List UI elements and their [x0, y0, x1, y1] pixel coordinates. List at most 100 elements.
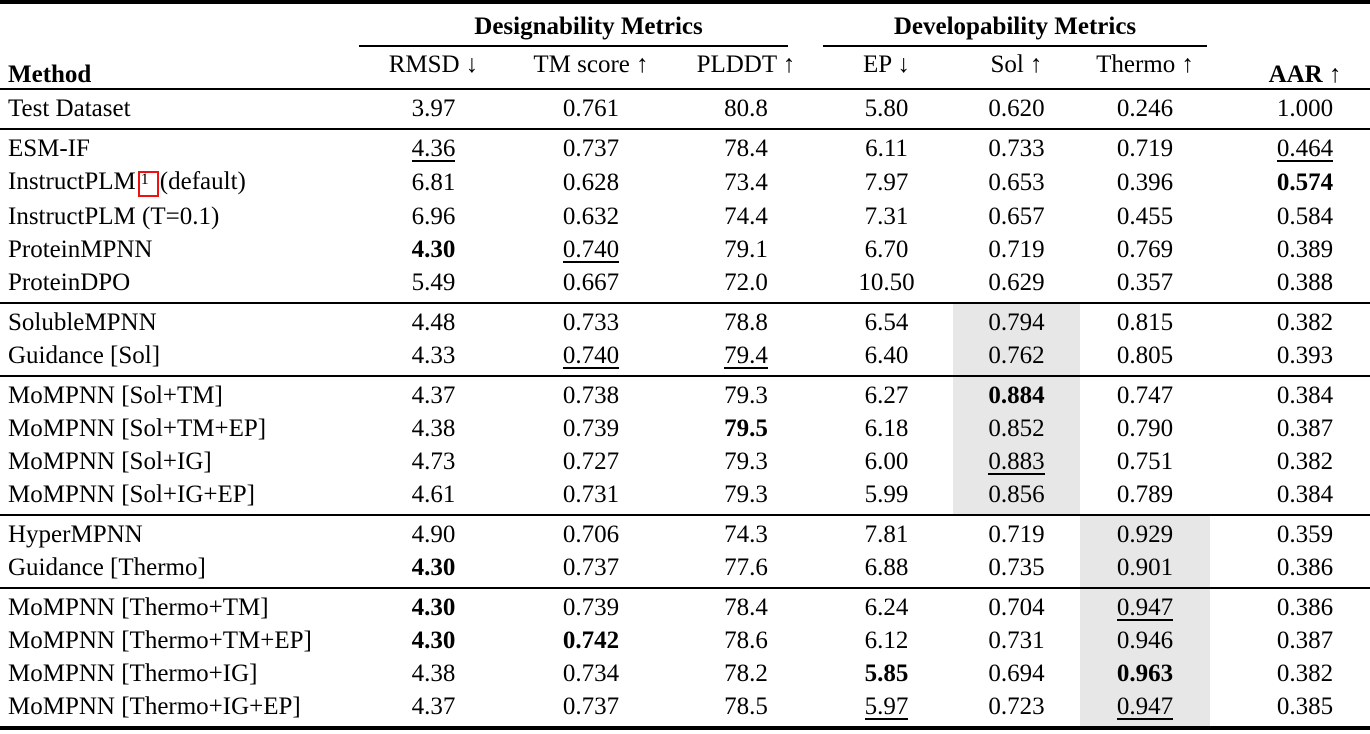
method-label: InstructPLM	[8, 168, 136, 195]
value-text: 7.81	[864, 521, 909, 548]
value-cell-plddt: 79.3	[672, 479, 820, 516]
table-row: MoMPNN [Thermo+IG+EP] 4.37 0.737 78.5 5.97 0.…	[0, 690, 1370, 729]
value-cell-aar: 0.387	[1210, 625, 1370, 658]
value-text: 5.80	[864, 95, 909, 122]
value-text: 0.359	[1276, 521, 1334, 548]
value-text: 5.49	[411, 269, 456, 296]
value-text: 4.30	[411, 594, 456, 621]
value-text: 4.37	[411, 382, 456, 409]
group-header-developability: Developability Metrics	[820, 2, 1210, 47]
value-text: 0.584	[1276, 203, 1334, 230]
citation-link[interactable]: 1	[137, 171, 159, 197]
value-cell-rmsd: 4.73	[357, 446, 510, 479]
value-text: 79.3	[724, 481, 768, 508]
value-cell-thermo: 0.455	[1080, 201, 1210, 234]
value-text: 74.3	[724, 521, 768, 548]
value-cell-aar: 0.393	[1210, 340, 1370, 377]
value-text: 5.85	[864, 660, 909, 687]
value-text: 0.694	[988, 660, 1045, 687]
value-text: 0.929	[1116, 521, 1174, 548]
value-text: 0.947	[1116, 693, 1174, 720]
developability-rule	[823, 45, 1208, 47]
value-cell-plddt: 79.3	[672, 446, 820, 479]
value-cell-sol: 0.719	[953, 515, 1080, 552]
value-text: 78.4	[724, 594, 768, 621]
value-cell-rmsd: 4.30	[357, 625, 510, 658]
value-cell-thermo: 0.929	[1080, 515, 1211, 552]
method-label: Test Dataset	[8, 95, 131, 122]
value-text: 0.719	[1116, 135, 1174, 162]
value-text: 4.38	[411, 415, 456, 442]
value-text: 0.386	[1276, 594, 1334, 621]
value-text: 0.384	[1276, 382, 1334, 409]
value-cell-thermo: 0.790	[1080, 413, 1210, 446]
header-group-row: Method Designability Metrics Developabil…	[0, 2, 1370, 88]
value-text: 0.790	[1116, 415, 1174, 442]
method-cell: MoMPNN [Thermo+TM]	[0, 588, 357, 625]
method-label: HyperMPNN	[8, 521, 143, 548]
value-text: 4.38	[411, 660, 456, 687]
method-cell: InstructPLM 1 (default)	[0, 166, 357, 201]
value-cell-plddt: 74.4	[672, 201, 820, 234]
group-label-developability: Developability Metrics	[893, 13, 1137, 40]
value-cell-sol: 0.794	[953, 303, 1081, 340]
method-cell: MoMPNN [Thermo+IG+EP]	[0, 691, 357, 729]
method-label: Guidance [Sol]	[8, 342, 161, 369]
value-cell-plddt: 78.6	[672, 625, 820, 658]
method-label: MoMPNN [Sol+IG+EP]	[8, 481, 255, 508]
method-label: MoMPNN [Thermo+IG]	[8, 660, 258, 687]
value-text: 0.883	[988, 448, 1045, 475]
value-cell-tm-score: 0.740	[510, 340, 672, 377]
value-text: 72.0	[724, 269, 768, 296]
col-header-sol: Sol ↑	[990, 51, 1043, 78]
value-cell-rmsd: 4.30	[357, 234, 510, 267]
table-row: InstructPLM 1 (default) 6.81 0.628 73.4 7.97 0.…	[0, 166, 1370, 201]
value-cell-thermo: 0.946	[1080, 624, 1211, 658]
col-header-tm-score: TM score ↑	[533, 51, 649, 78]
value-cell-rmsd: 4.36	[357, 129, 510, 166]
table-row: SolubleMPNN 4.48 0.733 78.8 6.54 0.794 0.815 0.…	[0, 303, 1370, 340]
header-sub-row: RMSD ↓ TM score ↑ PLDDT ↑ EP ↓ Sol ↑ The…	[0, 47, 1370, 89]
value-text: 73.4	[724, 169, 768, 196]
method-cell: ESM-IF	[0, 129, 357, 166]
value-cell-tm-score: 0.706	[510, 515, 672, 552]
value-cell-ep: 6.18	[820, 413, 953, 446]
value-cell-sol: 0.856	[953, 478, 1081, 515]
value-text: 0.667	[562, 269, 620, 296]
value-cell-rmsd: 4.90	[357, 515, 510, 552]
table-row: MoMPNN [Sol+IG] 4.73 0.727 79.3 6.00 0.883 0.7…	[0, 445, 1370, 479]
value-text: 4.61	[411, 481, 456, 508]
value-cell-thermo: 0.357	[1080, 267, 1210, 304]
value-cell-thermo: 0.947	[1080, 690, 1211, 728]
value-cell-tm-score: 0.731	[510, 479, 672, 516]
value-text: 0.387	[1276, 415, 1334, 442]
value-text: 79.1	[724, 236, 768, 263]
value-cell-tm-score: 0.727	[510, 446, 672, 479]
value-text: 6.11	[865, 135, 908, 162]
value-text: 0.389	[1276, 236, 1334, 263]
value-cell-rmsd: 5.49	[357, 267, 510, 304]
value-cell-aar: 0.359	[1210, 515, 1370, 552]
method-cell: Test Dataset	[0, 89, 357, 129]
value-text: 4.30	[411, 236, 456, 263]
value-cell-ep: 7.81	[820, 515, 953, 552]
value-cell-aar: 0.382	[1210, 303, 1370, 340]
col-header-method: Method	[8, 61, 92, 88]
value-cell-ep: 5.97	[820, 691, 953, 729]
value-cell-sol: 0.883	[953, 445, 1081, 479]
value-cell-tm-score: 0.738	[510, 376, 672, 413]
table-section: SolubleMPNN 4.48 0.733 78.8 6.54 0.794 0.815 0.…	[0, 303, 1370, 376]
value-text: 0.246	[1116, 95, 1174, 122]
value-cell-ep: 6.27	[820, 376, 953, 413]
value-text: 6.88	[864, 554, 909, 581]
table-section: HyperMPNN 4.90 0.706 74.3 7.81 0.719 0.929 0.35…	[0, 515, 1370, 588]
value-cell-aar: 0.464	[1210, 129, 1370, 166]
col-header-rmsd: RMSD ↓	[388, 51, 479, 78]
method-label-suffix: (default)	[159, 168, 246, 195]
method-cell: ProteinMPNN	[0, 234, 357, 267]
value-text: 6.70	[864, 236, 909, 263]
table-row: ESM-IF 4.36 0.737 78.4 6.11 0.733 0.719 0.464	[0, 129, 1370, 166]
value-cell-tm-score: 0.739	[510, 588, 672, 625]
value-cell-ep: 6.12	[820, 625, 953, 658]
col-header-ep: EP ↓	[863, 51, 911, 78]
